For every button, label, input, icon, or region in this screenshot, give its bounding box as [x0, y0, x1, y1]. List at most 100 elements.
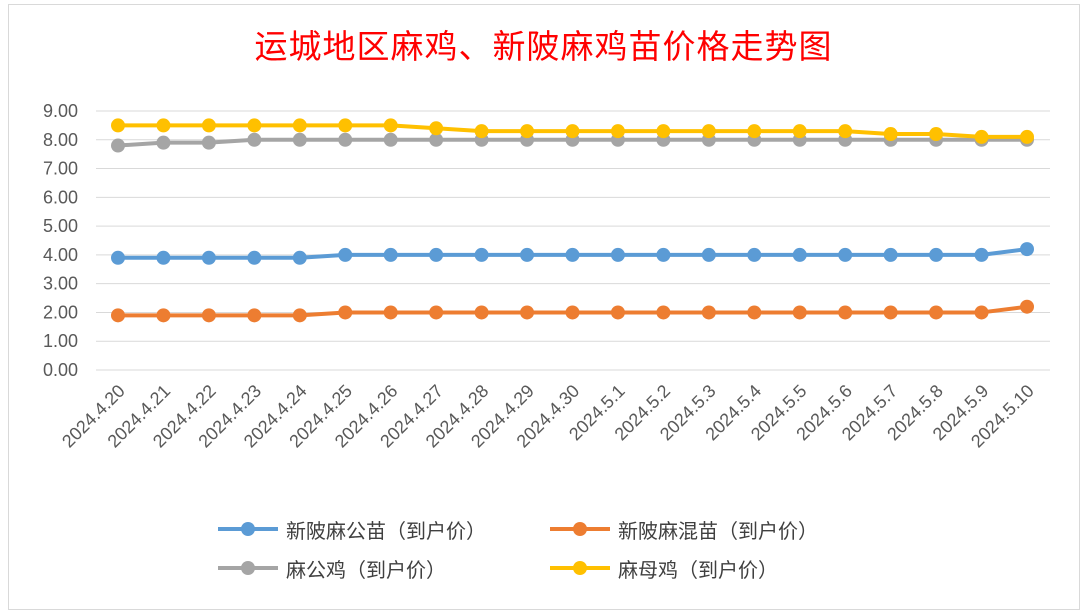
data-point: [247, 308, 262, 323]
data-point: [929, 247, 944, 262]
data-point: [610, 124, 625, 139]
y-tick-label: 5.00: [43, 216, 78, 236]
data-point: [520, 247, 535, 262]
data-point: [111, 250, 125, 265]
data-point: [701, 305, 716, 320]
data-point: [338, 132, 353, 147]
y-tick-label: 1.00: [43, 331, 78, 351]
data-point: [201, 250, 216, 265]
chart-title: 运城地区麻鸡、新陂麻鸡苗价格走势图: [254, 27, 833, 66]
data-point: [474, 247, 489, 262]
data-point: [974, 305, 989, 320]
data-point: [701, 124, 716, 139]
legend-swatch-series-4: [550, 558, 610, 578]
data-point: [383, 118, 398, 133]
legend-marker: [573, 522, 587, 536]
legend-marker: [241, 522, 255, 536]
data-point: [383, 305, 398, 320]
y-tick-label: 7.00: [43, 159, 78, 179]
data-point: [565, 124, 580, 139]
data-point: [656, 124, 671, 139]
y-tick-label: 6.00: [43, 187, 78, 207]
data-point: [429, 132, 444, 147]
data-point: [1020, 242, 1034, 257]
y-tick-label: 3.00: [43, 274, 78, 294]
data-point: [292, 308, 307, 323]
data-point: [792, 247, 807, 262]
data-point: [929, 127, 944, 142]
data-point: [111, 308, 125, 323]
data-point: [838, 305, 853, 320]
legend-label: 麻母鸡（到户价）: [618, 557, 778, 582]
data-point: [156, 250, 171, 265]
chart-area: [8, 4, 1080, 610]
data-point: [565, 305, 580, 320]
y-tick-label: 0.00: [43, 360, 78, 380]
legend-marker: [241, 561, 255, 575]
data-point: [292, 132, 307, 147]
data-point: [883, 247, 898, 262]
y-tick-label: 4.00: [43, 245, 78, 265]
data-point: [610, 305, 625, 320]
legend-item-series-3: 麻公鸡（到户价）: [218, 553, 446, 583]
data-point: [792, 124, 807, 139]
data-point: [201, 118, 216, 133]
data-point: [474, 305, 489, 320]
legend-item-series-4: 麻母鸡（到户价）: [550, 553, 778, 583]
data-point: [383, 132, 398, 147]
legend-item-series-1: 新陂麻公苗（到户价）: [218, 514, 486, 544]
y-tick-label: 2.00: [43, 302, 78, 322]
data-point: [1020, 129, 1034, 144]
data-point: [474, 124, 489, 139]
data-point: [429, 247, 444, 262]
legend-swatch-series-2: [550, 519, 610, 539]
data-point: [429, 305, 444, 320]
data-point: [383, 247, 398, 262]
data-point: [201, 308, 216, 323]
data-point: [429, 121, 444, 136]
data-point: [565, 247, 580, 262]
data-point: [883, 305, 898, 320]
data-point: [747, 124, 762, 139]
data-point: [974, 247, 989, 262]
y-tick-label: 9.00: [43, 101, 78, 121]
data-point: [111, 118, 125, 133]
legend-swatch-series-3: [218, 558, 278, 578]
data-point: [792, 305, 807, 320]
legend-item-series-2: 新陂麻混苗（到户价）: [550, 514, 818, 544]
data-point: [520, 124, 535, 139]
data-point: [656, 305, 671, 320]
data-point: [247, 250, 262, 265]
data-point: [247, 118, 262, 133]
legend-label: 新陂麻混苗（到户价）: [618, 518, 818, 543]
data-point: [201, 135, 216, 150]
data-point: [520, 305, 535, 320]
data-point: [156, 118, 171, 133]
data-point: [610, 247, 625, 262]
data-point: [338, 118, 353, 133]
legend-label: 新陂麻公苗（到户价）: [286, 518, 486, 543]
data-point: [156, 135, 171, 150]
legend-label: 麻公鸡（到户价）: [286, 557, 446, 582]
data-point: [656, 247, 671, 262]
data-point: [156, 308, 171, 323]
data-point: [338, 247, 353, 262]
y-tick-label: 8.00: [43, 130, 78, 150]
data-point: [247, 132, 262, 147]
data-point: [292, 250, 307, 265]
data-point: [747, 247, 762, 262]
legend-marker: [573, 561, 587, 575]
data-point: [338, 305, 353, 320]
data-point: [883, 127, 898, 142]
legend-swatch-series-1: [218, 519, 278, 539]
data-point: [1020, 299, 1034, 314]
data-point: [701, 247, 716, 262]
data-point: [974, 129, 989, 144]
data-point: [838, 247, 853, 262]
data-point: [747, 305, 762, 320]
data-point: [838, 124, 853, 139]
data-point: [292, 118, 307, 133]
data-point: [929, 305, 944, 320]
